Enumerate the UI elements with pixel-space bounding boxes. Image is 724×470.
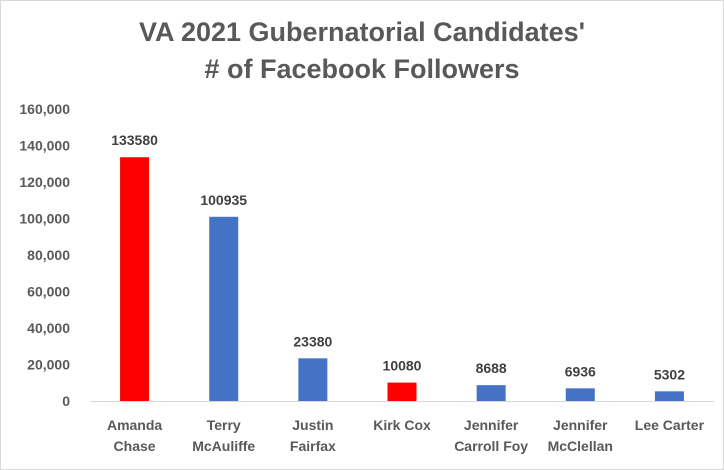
y-tick-label: 60,000 bbox=[27, 284, 70, 300]
data-label: 23380 bbox=[293, 333, 332, 349]
bar bbox=[565, 388, 595, 401]
y-axis: 0 20,000 40,000 60,000 80,000 100,000 120,000 1… bbox=[19, 101, 714, 409]
y-tick-label: 120,000 bbox=[19, 174, 70, 190]
category-label: Lee Carter bbox=[635, 417, 705, 433]
category-label: Jennifer bbox=[464, 417, 519, 433]
category-label: Carroll Foy bbox=[454, 438, 528, 454]
data-label: 8688 bbox=[476, 360, 507, 376]
bar bbox=[476, 385, 506, 401]
y-tick-label: 80,000 bbox=[27, 247, 70, 263]
y-tick-label: 40,000 bbox=[27, 320, 70, 336]
category-label: Fairfax bbox=[290, 438, 336, 454]
y-tick-label: 20,000 bbox=[27, 357, 70, 373]
category-label: Jennifer bbox=[553, 417, 608, 433]
category-label: Terry bbox=[207, 417, 241, 433]
data-label: 10080 bbox=[383, 358, 422, 374]
bar bbox=[209, 216, 239, 401]
data-label: 100935 bbox=[200, 192, 247, 208]
bars bbox=[120, 157, 684, 401]
category-label: Amanda bbox=[107, 417, 162, 433]
data-label: 6936 bbox=[565, 363, 596, 379]
bar bbox=[387, 382, 417, 401]
chart-title: VA 2021 Gubernatorial Candidates' # of F… bbox=[0, 14, 724, 88]
bar bbox=[298, 358, 328, 401]
category-label: McClellan bbox=[548, 438, 613, 454]
bar bbox=[654, 391, 684, 401]
category-label: Chase bbox=[114, 438, 156, 454]
category-label: Justin bbox=[292, 417, 333, 433]
y-tick-label: 100,000 bbox=[19, 211, 70, 227]
y-tick-label: 0 bbox=[62, 393, 70, 409]
data-labels: 133580 100935 23380 10080 8688 6936 5302 bbox=[111, 132, 685, 382]
y-tick-label: 160,000 bbox=[19, 101, 70, 117]
chart-title-line-2: # of Facebook Followers bbox=[204, 54, 520, 84]
data-label: 133580 bbox=[111, 132, 158, 148]
bar bbox=[120, 157, 150, 401]
category-label: Kirk Cox bbox=[373, 417, 431, 433]
y-tick-label: 140,000 bbox=[19, 138, 70, 154]
category-label: McAuliffe bbox=[192, 438, 255, 454]
chart-title-line-1: VA 2021 Gubernatorial Candidates' bbox=[138, 17, 586, 47]
data-label: 5302 bbox=[654, 366, 685, 382]
x-axis: Amanda Chase Terry McAuliffe Justin Fairfax Ki… bbox=[107, 417, 705, 454]
